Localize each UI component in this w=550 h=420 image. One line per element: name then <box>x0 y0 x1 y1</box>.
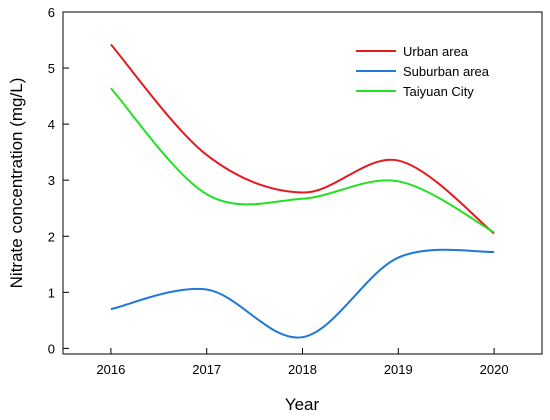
legend-label-urban-area: Urban area <box>403 44 469 59</box>
y-tick-label-2: 2 <box>48 229 55 244</box>
y-tick-label-1: 1 <box>48 285 55 300</box>
y-tick-label-4: 4 <box>48 117 55 132</box>
x-axis-title: Year <box>285 395 320 414</box>
y-axis-title: Nitrate concentration (mg/L) <box>7 78 26 289</box>
y-tick-label-0: 0 <box>48 341 55 356</box>
legend-label-taiyuan-city: Taiyuan City <box>403 84 474 99</box>
legend: Urban area Suburban area Taiyuan City <box>356 44 490 99</box>
x-tick-label-2020: 2020 <box>480 362 509 377</box>
x-tick-label-2016: 2016 <box>96 362 125 377</box>
x-tick-label-2018: 2018 <box>288 362 317 377</box>
legend-label-suburban-area: Suburban area <box>403 64 490 79</box>
series-line-suburban-area <box>110 248 495 339</box>
x-axis-ticks: 2016 2017 2018 2019 2020 <box>96 348 509 377</box>
series-line-taiyuan-city <box>110 87 495 234</box>
x-tick-label-2019: 2019 <box>384 362 413 377</box>
y-tick-label-5: 5 <box>48 61 55 76</box>
y-axis-ticks: 0 1 2 3 4 5 6 <box>48 5 69 356</box>
x-tick-label-2017: 2017 <box>192 362 221 377</box>
series-lines <box>110 43 495 339</box>
y-tick-label-3: 3 <box>48 173 55 188</box>
series-line-urban-area <box>110 43 495 235</box>
y-tick-label-6: 6 <box>48 5 55 20</box>
